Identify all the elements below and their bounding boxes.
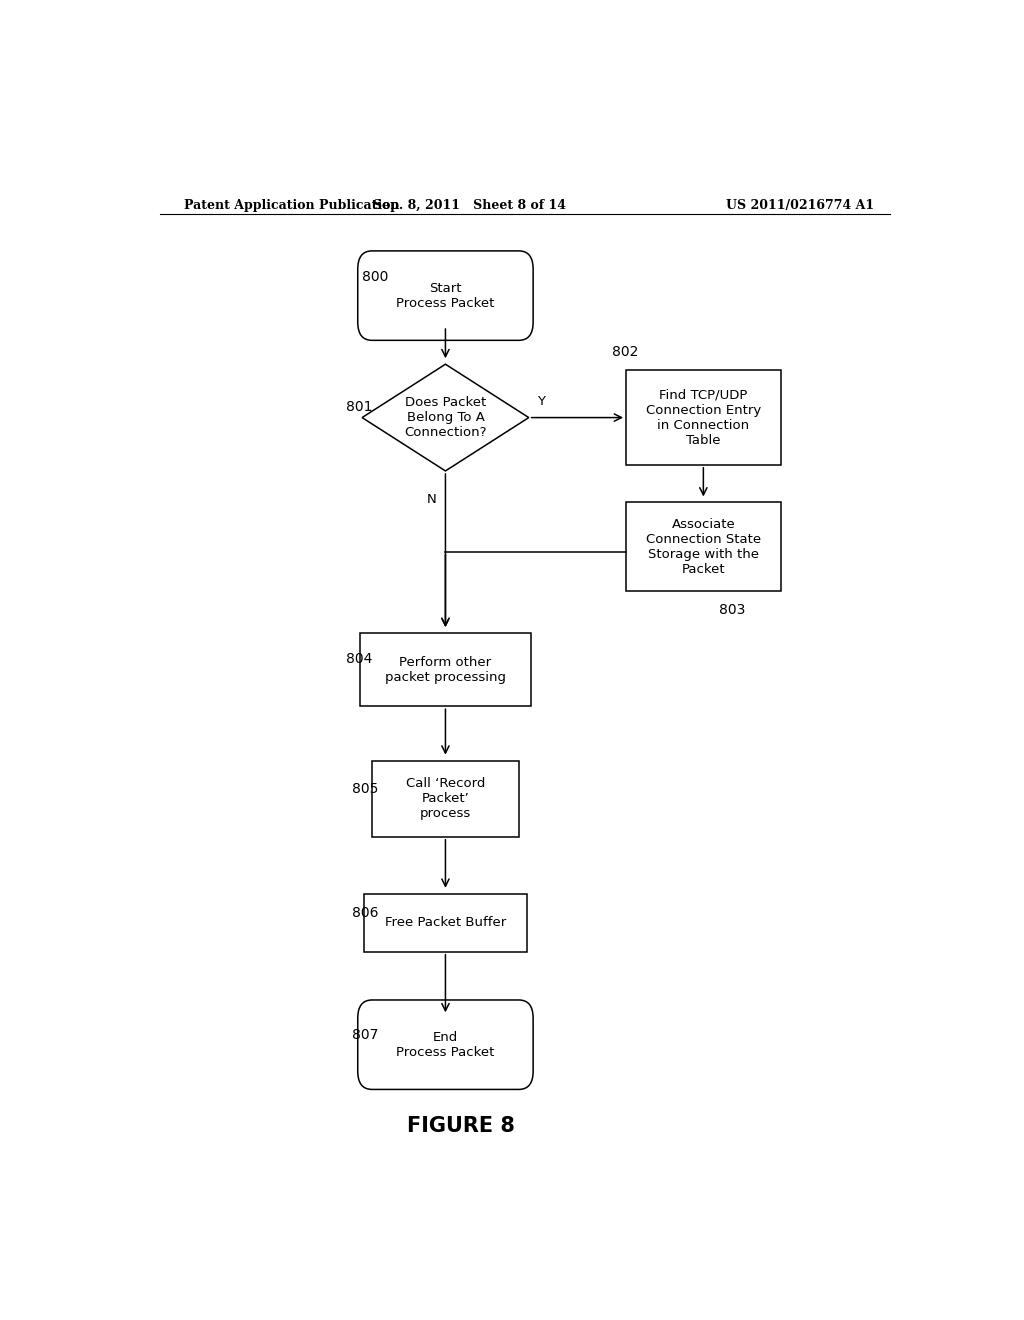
Text: N: N: [426, 492, 436, 506]
Text: 806: 806: [352, 906, 378, 920]
Text: End
Process Packet: End Process Packet: [396, 1031, 495, 1059]
Text: 802: 802: [612, 345, 639, 359]
Text: Call ‘Record
Packet’
process: Call ‘Record Packet’ process: [406, 777, 485, 820]
Text: 800: 800: [362, 271, 388, 284]
Text: 801: 801: [346, 400, 373, 414]
Text: 804: 804: [346, 652, 373, 667]
Bar: [372, 760, 519, 837]
Text: 803: 803: [719, 603, 745, 616]
Text: Y: Y: [537, 395, 545, 408]
Text: Associate
Connection State
Storage with the
Packet: Associate Connection State Storage with …: [646, 517, 761, 576]
Text: Start
Process Packet: Start Process Packet: [396, 281, 495, 310]
Text: Perform other
packet processing: Perform other packet processing: [385, 656, 506, 684]
FancyBboxPatch shape: [357, 1001, 534, 1089]
FancyBboxPatch shape: [357, 251, 534, 341]
Text: Sep. 8, 2011   Sheet 8 of 14: Sep. 8, 2011 Sheet 8 of 14: [373, 199, 565, 213]
Text: Free Packet Buffer: Free Packet Buffer: [385, 916, 506, 929]
Polygon shape: [362, 364, 528, 471]
Bar: [365, 894, 526, 952]
Bar: [626, 503, 780, 591]
Bar: [360, 634, 530, 706]
Text: FIGURE 8: FIGURE 8: [408, 1115, 515, 1137]
Text: US 2011/0216774 A1: US 2011/0216774 A1: [726, 199, 873, 213]
Text: Does Packet
Belong To A
Connection?: Does Packet Belong To A Connection?: [404, 396, 486, 440]
Bar: [626, 371, 780, 465]
Text: 807: 807: [352, 1027, 378, 1041]
Text: Find TCP/UDP
Connection Entry
in Connection
Table: Find TCP/UDP Connection Entry in Connect…: [646, 388, 761, 446]
Text: Patent Application Publication: Patent Application Publication: [183, 199, 399, 213]
Text: 805: 805: [352, 781, 378, 796]
